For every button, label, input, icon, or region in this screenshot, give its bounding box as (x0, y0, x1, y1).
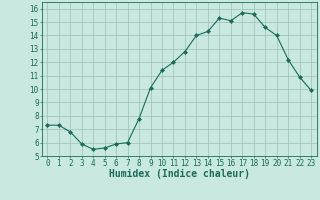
X-axis label: Humidex (Indice chaleur): Humidex (Indice chaleur) (109, 169, 250, 179)
